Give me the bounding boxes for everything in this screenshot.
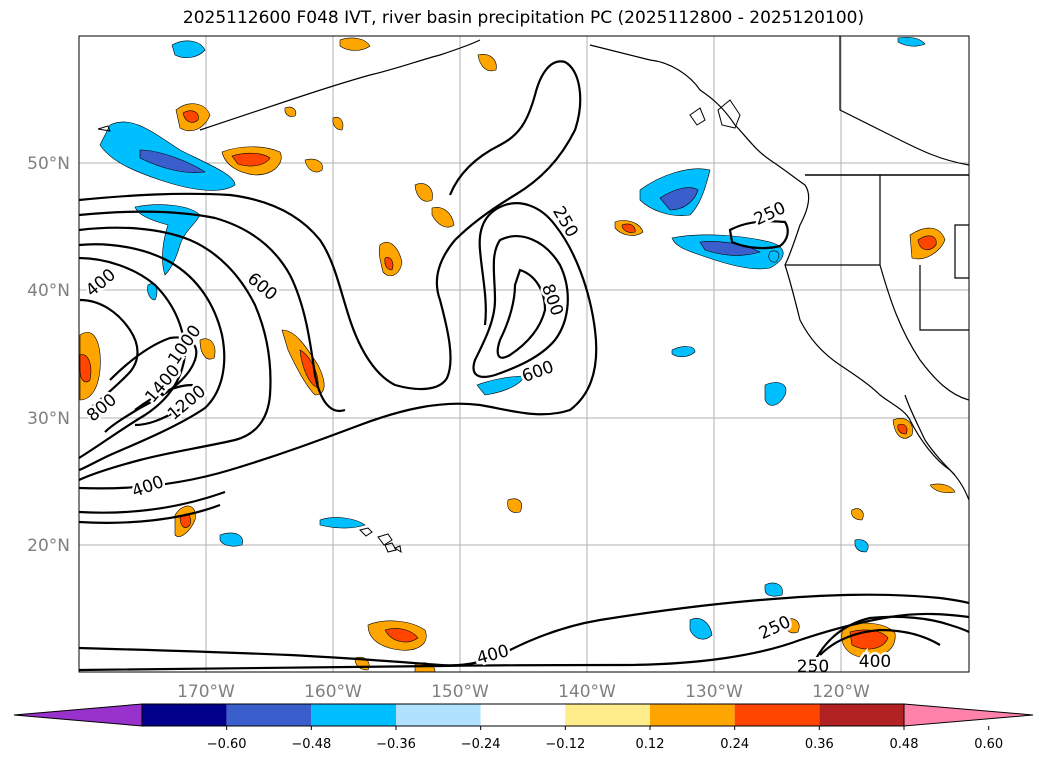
colorbar-segment [480, 704, 566, 726]
colorbar-segment [142, 704, 227, 726]
lat-label: 50°N [27, 154, 70, 174]
plot-frame [78, 35, 970, 673]
lon-label: 120°W [812, 682, 870, 702]
colorbar-extend-high [903, 703, 1034, 727]
islands [97, 99, 741, 554]
coastlines [199, 36, 969, 501]
colorbar-segment [311, 704, 396, 726]
colorbar-tick-label: 0.24 [720, 737, 749, 752]
colorbar-tick-label: −0.24 [461, 737, 501, 752]
ivt-contour-label: 400 [859, 652, 891, 672]
longitude-labels: 170°W 160°W 150°W 140°W 130°W 120°W [177, 682, 870, 702]
map-title: 2025112600 F048 IVT, river basin precipi… [182, 8, 865, 28]
latitude-labels: 50°N 40°N 30°N 20°N [27, 154, 70, 556]
lat-label: 40°N [27, 281, 70, 301]
colorbar-segment [734, 704, 820, 726]
colorbar-tick-label: 0.60 [974, 737, 1003, 752]
ivt-contours [79, 60, 969, 672]
lat-label: 30°N [27, 409, 70, 429]
colorbar-tick-label: −0.12 [545, 737, 585, 752]
lon-label: 170°W [177, 682, 235, 702]
lat-label: 20°N [27, 536, 70, 556]
colorbar-frame [141, 703, 905, 727]
colorbar-extend-low [13, 703, 143, 727]
ivt-contour-label: 250 [797, 657, 829, 677]
colorbar-segment [396, 704, 481, 726]
precip-negative-regions [99, 36, 926, 640]
colorbar: −0.60 −0.48 −0.36 −0.24 −0.12 0.12 0.24 0.36 0.4… [13, 703, 1034, 752]
lon-label: 140°W [558, 682, 616, 702]
precip-positive-regions [79, 37, 956, 672]
colorbar-tick-label: −0.60 [207, 737, 247, 752]
colorbar-tick-label: −0.36 [376, 737, 416, 752]
colorbar-tick-label: 0.36 [805, 737, 834, 752]
colorbar-segment [226, 704, 312, 726]
colorbar-tick-label: 0.48 [890, 737, 919, 752]
gridlines [79, 36, 969, 672]
lon-label: 130°W [685, 682, 743, 702]
plot-area [79, 36, 969, 672]
colorbar-tick-label: 0.12 [636, 737, 665, 752]
colorbar-segment [819, 704, 904, 726]
colorbar-segment [565, 704, 650, 726]
lon-label: 160°W [304, 682, 362, 702]
colorbar-tick-label: −0.48 [291, 737, 331, 752]
colorbar-segment [650, 704, 735, 726]
lon-label: 150°W [431, 682, 489, 702]
